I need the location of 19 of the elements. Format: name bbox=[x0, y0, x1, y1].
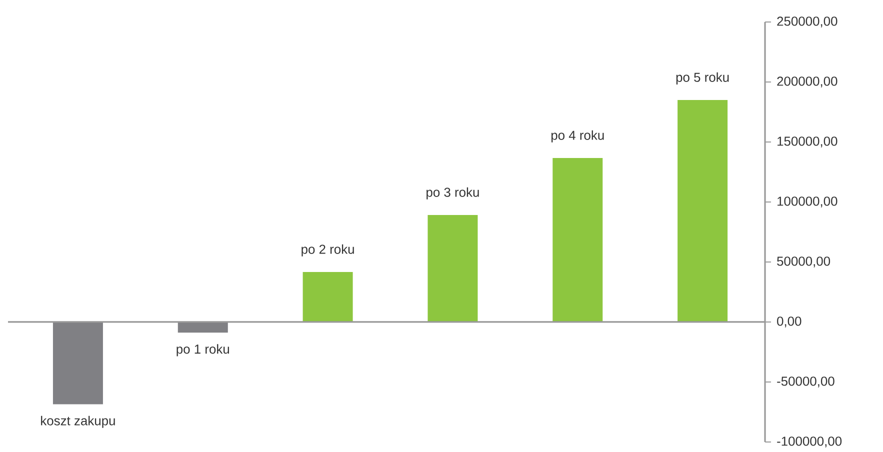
x-tick-label: po 4 roku bbox=[551, 130, 604, 142]
x-tick-label: koszt zakupu bbox=[41, 416, 115, 428]
bar bbox=[678, 100, 728, 322]
y-tick-label: 0,00 bbox=[777, 316, 802, 328]
y-tick-label: 150000,00 bbox=[778, 136, 838, 148]
y-tick-label: 50000,00 bbox=[777, 256, 830, 268]
x-tick-label: po 5 roku bbox=[676, 72, 729, 84]
bar bbox=[302, 272, 353, 322]
bar bbox=[552, 158, 603, 322]
y-tick-label: 200000,00 bbox=[777, 76, 838, 88]
x-tick-label: po 1 roku bbox=[176, 344, 230, 356]
y-tick-label: 250000,00 bbox=[777, 16, 838, 28]
x-tick-label: po 2 roku bbox=[302, 244, 354, 256]
x-tick-label: po 3 roku bbox=[426, 187, 479, 200]
bar bbox=[52, 322, 103, 404]
y-tick-label: -100000,00 bbox=[777, 436, 842, 448]
y-tick-label: -50000,00 bbox=[777, 376, 834, 388]
y-tick-label: 100000,00 bbox=[778, 196, 838, 208]
bar bbox=[428, 214, 478, 322]
